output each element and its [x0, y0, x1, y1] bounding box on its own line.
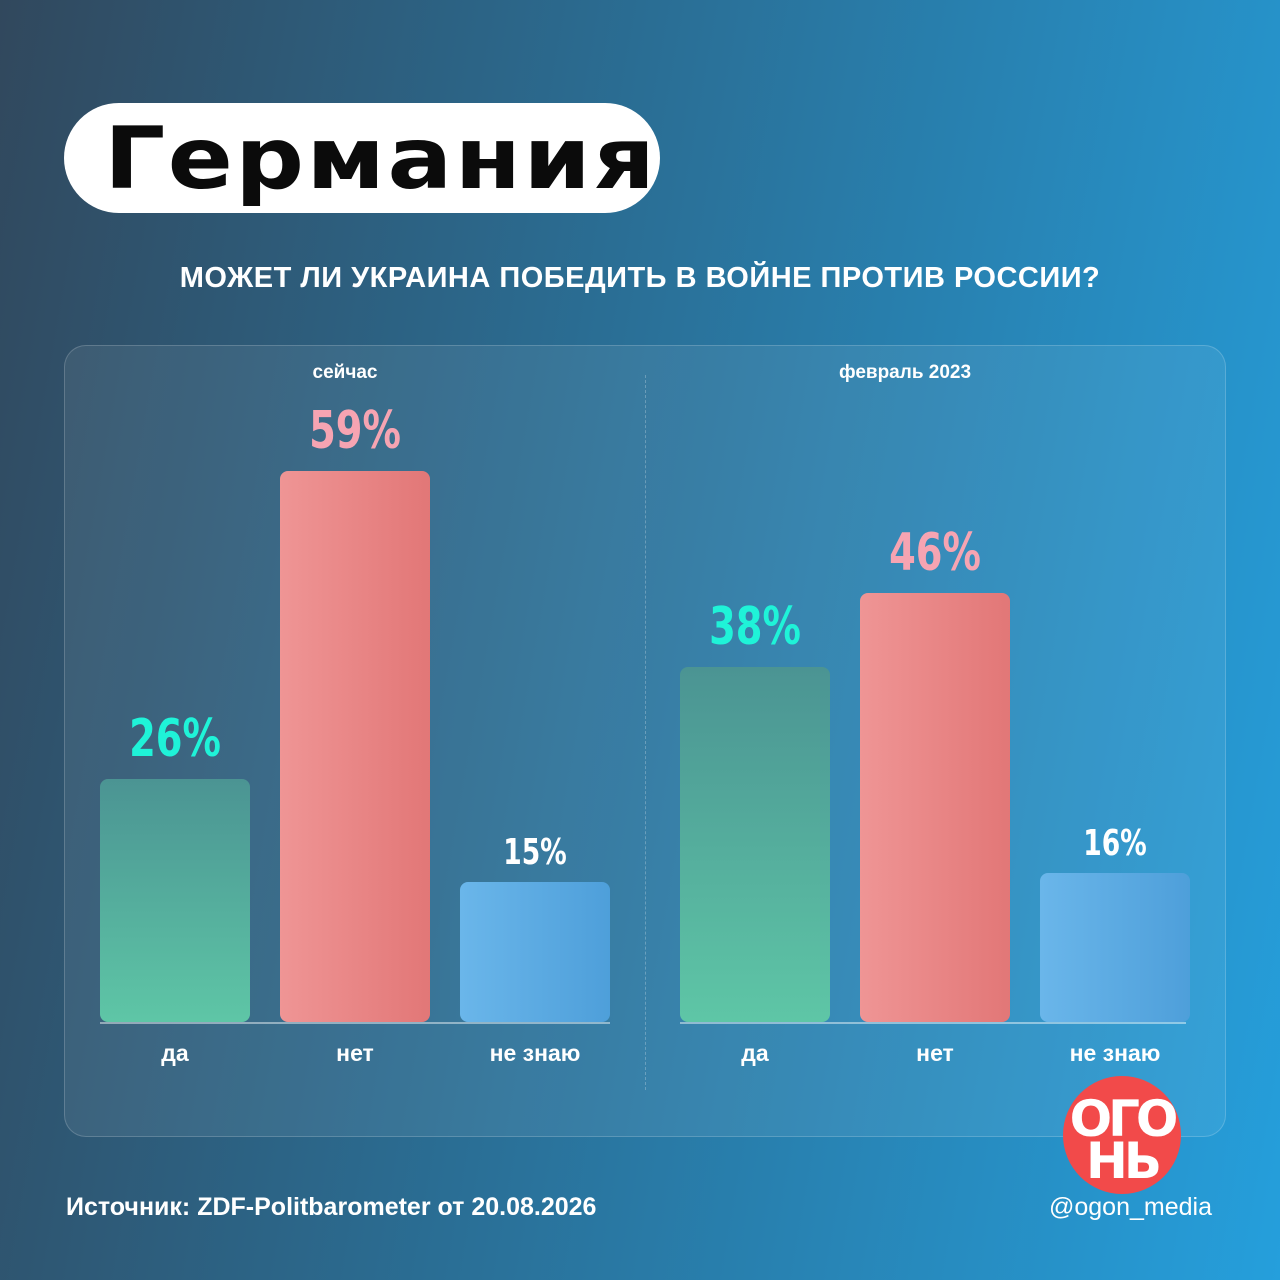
category-label-1-2: не знаю: [1069, 1040, 1161, 1066]
bar-1-1: [860, 592, 1010, 1022]
bar-0-2: [460, 882, 610, 1022]
value-label-1-2: 16%: [1083, 822, 1147, 864]
category-label-1-1: нет: [916, 1040, 954, 1066]
title-pill: Германия: [64, 103, 660, 213]
source-text: Источник: ZDF-Politbarometer от 20.08.20…: [66, 1193, 597, 1221]
group-label-0: сейчас: [312, 362, 378, 383]
bar-1-0: [680, 667, 830, 1022]
baseline-0: [100, 1022, 610, 1024]
chart-panel: [64, 345, 1226, 1137]
category-label-0-1: нет: [336, 1040, 374, 1066]
value-label-1-1: 46%: [889, 522, 981, 583]
bar-0-1: [280, 471, 430, 1022]
category-label-0-2: не знаю: [489, 1040, 581, 1066]
category-label-0-0: да: [161, 1040, 189, 1066]
value-label-0-1: 59%: [309, 401, 401, 462]
chart-question: МОЖЕТ ЛИ УКРАИНА ПОБЕДИТЬ В ВОЙНЕ ПРОТИВ…: [179, 262, 1101, 294]
ogon-logo: ОГО НЬ: [1063, 1076, 1181, 1194]
value-label-0-2: 15%: [503, 832, 567, 873]
logo-line-2: НЬ: [1086, 1132, 1162, 1190]
bar-0-0: [100, 779, 250, 1022]
logo-line-1: ОГО: [1069, 1090, 1179, 1148]
group-divider: [645, 375, 646, 1090]
bar-1-2: [1040, 872, 1190, 1022]
baseline-1: [680, 1022, 1186, 1024]
page-title: Германия: [104, 109, 658, 209]
value-label-1-0: 38%: [709, 597, 801, 658]
category-label-1-0: да: [741, 1040, 769, 1066]
value-label-0-0: 26%: [129, 709, 221, 770]
social-handle: @ogon_media: [1049, 1193, 1212, 1221]
group-label-1: февраль 2023: [838, 362, 972, 383]
